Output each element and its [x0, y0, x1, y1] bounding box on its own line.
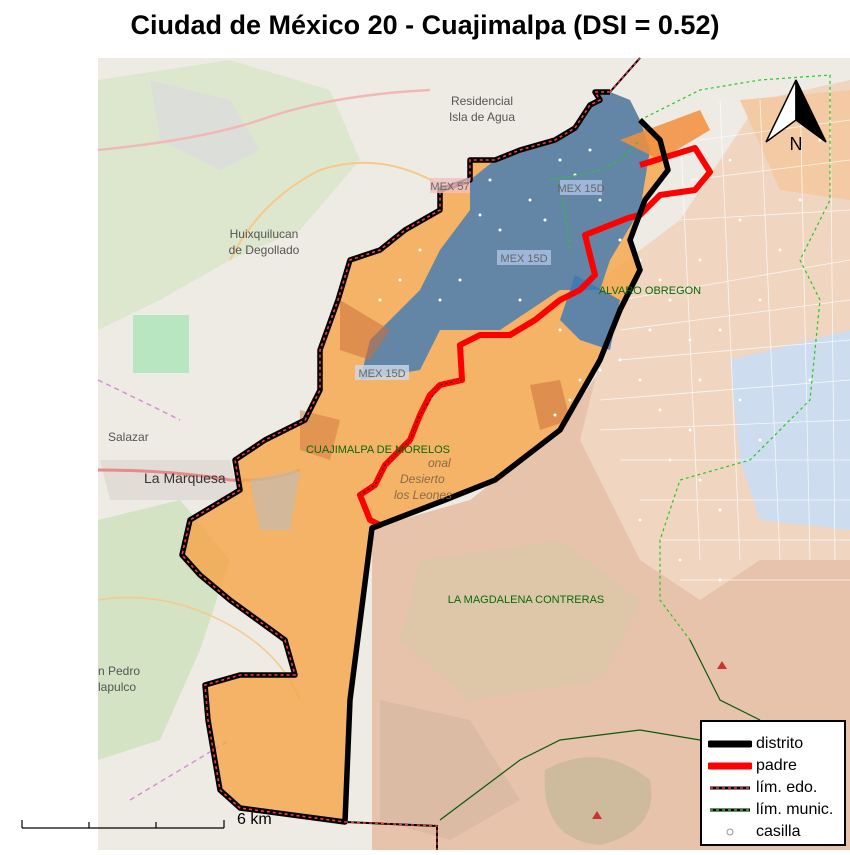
padre-boundary	[357, 145, 713, 531]
map-area[interactable]: Residencial Isla de Agua Huixquilucan de…	[0, 57, 850, 850]
legend-item-lim-munic: lím. munic.	[702, 800, 848, 821]
place-label: n Pedro	[98, 664, 140, 678]
place-label: Huixquilucan	[230, 227, 299, 241]
park-area	[133, 315, 189, 373]
place-label: los Leones	[394, 488, 452, 502]
road-label: MEX 15D	[500, 253, 547, 265]
north-arrow-icon: N	[765, 79, 827, 154]
municipality-label: CUAJIMALPA DE MORELOS	[306, 444, 450, 456]
municipality-labels: CUAJIMALPA DE MORELOS ALVARO OBREGON LA …	[306, 285, 701, 606]
legend-item-lim-edo: lím. edo.	[702, 778, 848, 799]
north-arrow-label: N	[790, 134, 803, 154]
forest-area	[400, 540, 640, 700]
blue-section	[730, 330, 850, 530]
place-label: lapulco	[98, 680, 136, 694]
legend-label: lím. munic.	[756, 801, 834, 818]
legend-item-distrito: distrito	[702, 734, 848, 755]
peak-icon	[592, 811, 602, 819]
dark-section	[340, 300, 390, 360]
state-boundary	[181, 91, 610, 823]
place-label: onal	[428, 456, 451, 470]
state-boundary	[344, 821, 438, 850]
place-label: La Marquesa	[144, 470, 226, 486]
terrain-area	[544, 757, 652, 845]
legend-label: distrito	[756, 735, 804, 752]
peak-icon	[717, 661, 727, 669]
place-labels: Residencial Isla de Agua Huixquilucan de…	[98, 94, 515, 694]
scale-bar-label: 6 km	[237, 811, 272, 828]
place-label: Salazar	[108, 430, 149, 444]
street-grid	[599, 89, 850, 581]
orange-section	[740, 90, 850, 200]
legend-label: casilla	[756, 823, 801, 840]
padre-section	[620, 110, 710, 160]
place-label: de Degollado	[229, 243, 300, 257]
legend-label: padre	[756, 757, 797, 774]
legend: distrito padre lím. edo. lím. munic. cas…	[700, 720, 846, 846]
map-canvas[interactable]: Residencial Isla de Agua Huixquilucan de…	[0, 57, 850, 850]
roads	[97, 88, 441, 801]
road-label: MEX 15D	[557, 183, 604, 195]
state-boundary	[609, 57, 641, 93]
dark-section	[300, 410, 340, 460]
legend-item-padre: padre	[702, 756, 848, 777]
district-boundary	[179, 89, 671, 825]
map-title: Ciudad de México 20 - Cuajimalpa (DSI = …	[130, 10, 720, 40]
low-section	[360, 92, 650, 380]
legend-item-casilla: casilla	[702, 822, 848, 843]
terrain-area	[380, 700, 520, 840]
road-label: MEX 57	[430, 181, 469, 193]
place-label: Desierto	[400, 472, 445, 486]
padre-boundary	[359, 379, 463, 496]
road-label: MEX 15D	[358, 368, 405, 380]
scale-bar	[21, 820, 225, 829]
municipality-label: ALVARO OBREGON	[599, 285, 701, 297]
urban-section	[250, 470, 300, 530]
road-labels: MEX 57 MEX 15D MEX 15D MEX 15D	[355, 178, 605, 380]
municipality-label: LA MAGDALENA CONTRERAS	[448, 594, 605, 606]
urban-area	[150, 80, 260, 170]
legend-label: lím. edo.	[756, 779, 818, 796]
dark-section	[530, 380, 570, 430]
casilla-points	[378, 118, 822, 582]
place-label: Residencial	[451, 94, 513, 108]
place-label: Isla de Agua	[449, 110, 515, 124]
